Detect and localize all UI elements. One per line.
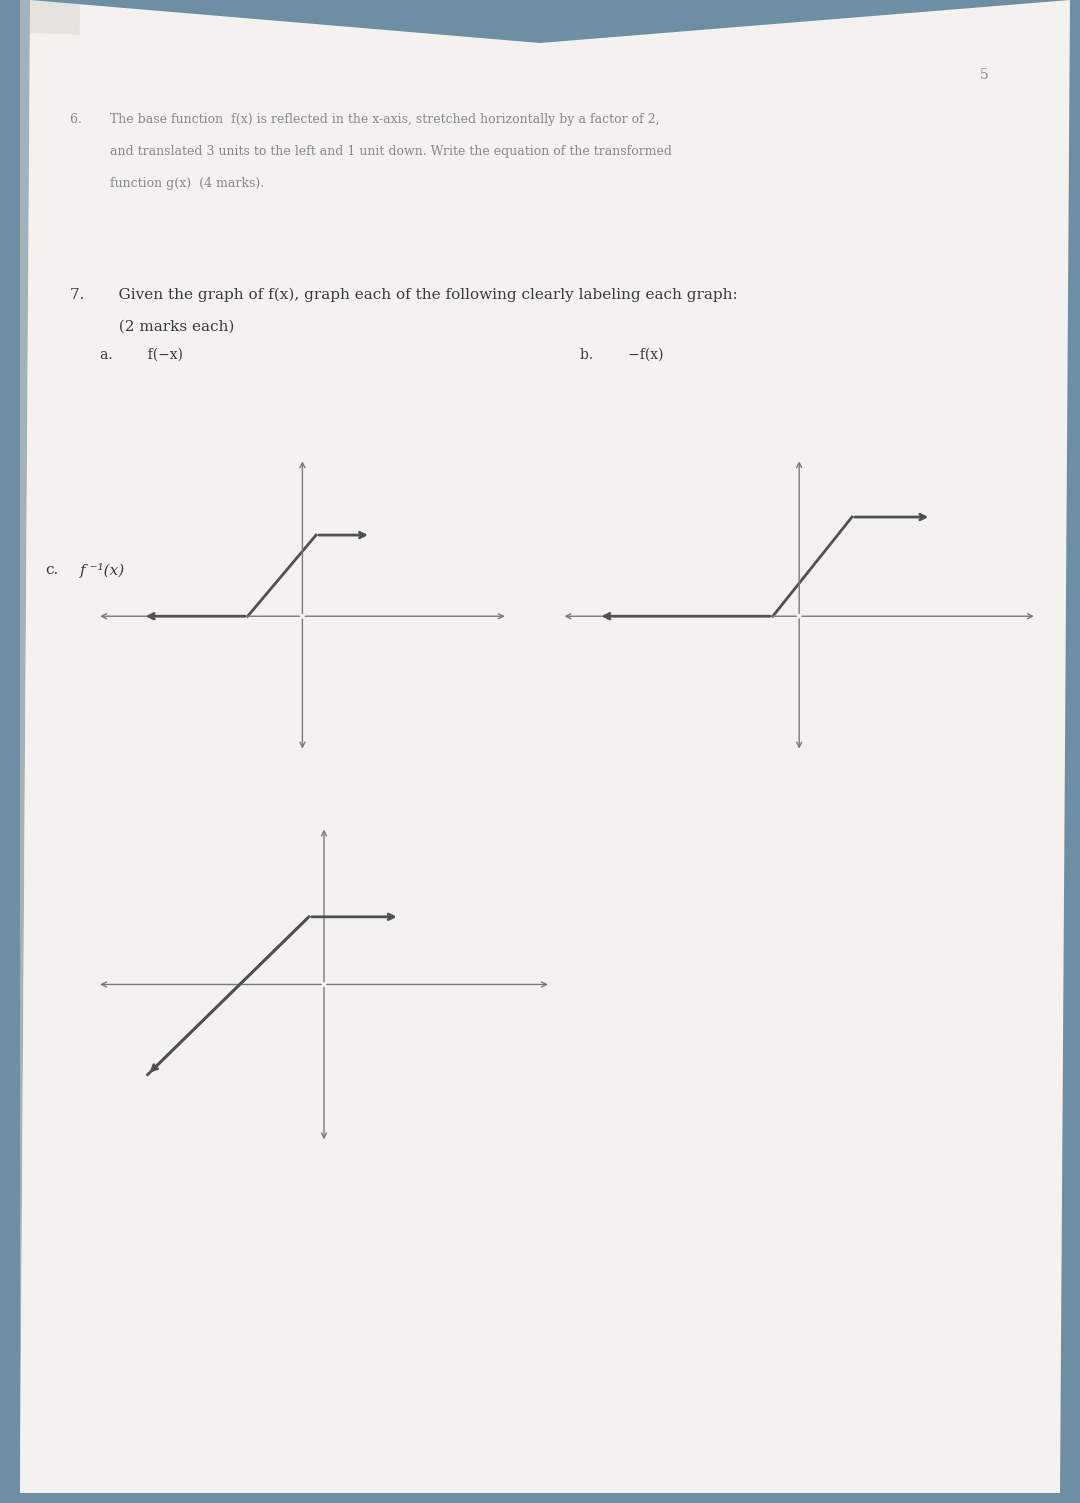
- Text: (2 marks each): (2 marks each): [70, 320, 234, 334]
- Polygon shape: [21, 33, 1059, 1492]
- Text: 5: 5: [980, 68, 989, 83]
- Polygon shape: [0, 0, 1080, 44]
- Text: 6.       The base function  f(x) is reflected in the x-axis, stretched horizonta: 6. The base function f(x) is reflected i…: [70, 113, 660, 126]
- Polygon shape: [21, 0, 80, 1492]
- Text: f ⁻¹(x): f ⁻¹(x): [80, 564, 125, 579]
- Text: function g(x)  (4 marks).: function g(x) (4 marks).: [70, 177, 265, 189]
- Polygon shape: [21, 0, 1070, 1492]
- Text: 7.       Given the graph of f(x), graph each of the following clearly labeling e: 7. Given the graph of f(x), graph each o…: [70, 289, 738, 302]
- Text: a.        f(−x): a. f(−x): [100, 349, 183, 362]
- Text: and translated 3 units to the left and 1 unit down. Write the equation of the tr: and translated 3 units to the left and 1…: [70, 144, 672, 158]
- Text: c.: c.: [45, 564, 58, 577]
- Text: b.        −f(x): b. −f(x): [580, 349, 663, 362]
